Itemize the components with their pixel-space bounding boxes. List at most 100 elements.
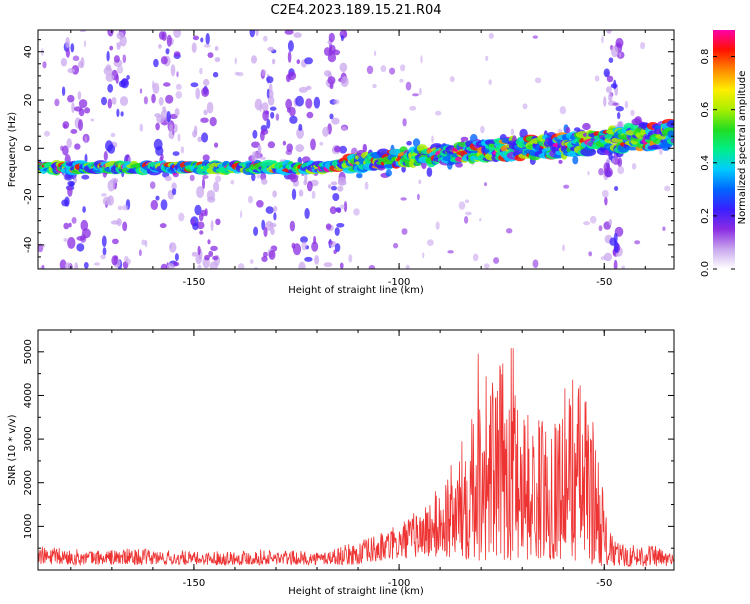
spectrogram-cell bbox=[353, 208, 360, 216]
spectrogram-cell bbox=[273, 212, 277, 221]
spectrogram-cell bbox=[102, 247, 107, 256]
spectrogram-cell bbox=[76, 243, 85, 252]
spectrogram-cell bbox=[328, 184, 332, 189]
spectrogram-cell bbox=[256, 200, 264, 208]
spectrogram-cell bbox=[215, 175, 222, 183]
spectrogram-cell bbox=[640, 42, 646, 50]
spectrogram-cell bbox=[101, 193, 107, 197]
spectrogram-cell bbox=[291, 242, 296, 249]
spectrogram-cell bbox=[270, 111, 275, 119]
spectrogram-cell bbox=[203, 78, 210, 87]
spectrogram-cell bbox=[139, 249, 142, 257]
spectrogram-cell bbox=[151, 93, 156, 104]
spectrogram-cell bbox=[79, 30, 87, 33]
spectrogram-cell bbox=[401, 165, 406, 173]
colorbar-gradient bbox=[713, 30, 735, 269]
spectrogram-cell bbox=[200, 37, 204, 43]
spectrogram-cell bbox=[565, 126, 571, 134]
spectrogram-cell bbox=[418, 179, 422, 185]
spectrogram-cell bbox=[389, 67, 396, 75]
spectrogram-cell bbox=[664, 185, 671, 192]
spectrogram-cell bbox=[405, 264, 410, 269]
spectrogram-cell bbox=[286, 107, 291, 113]
spectrogram-cell bbox=[105, 64, 112, 72]
spectrogram-cell bbox=[120, 78, 129, 89]
spectrogram-cell bbox=[251, 151, 258, 163]
spectrogram-cell bbox=[298, 189, 304, 197]
spectrogram-cell bbox=[84, 153, 88, 164]
spectrogram-cell bbox=[174, 108, 180, 117]
spectrogram-cell bbox=[273, 205, 278, 212]
spectrogram-cell bbox=[212, 71, 219, 78]
spectrogram-cell bbox=[167, 263, 175, 269]
spectrogram-cell bbox=[117, 65, 124, 74]
spectrogram-cell bbox=[401, 228, 408, 235]
spectrogram-cell bbox=[207, 52, 214, 58]
spectrogram-cell bbox=[304, 208, 310, 219]
spectrogram-cell bbox=[166, 34, 172, 47]
spectrogram-cell bbox=[117, 205, 123, 211]
spectrogram-cell bbox=[572, 155, 579, 165]
spectrogram-cell bbox=[247, 195, 253, 204]
colorbar-label: Normalized spectral amplitude bbox=[737, 71, 748, 225]
spectrogram-cell bbox=[155, 122, 160, 131]
spectrogram-cell bbox=[534, 77, 542, 84]
spectrogram-cell bbox=[328, 32, 335, 43]
spectrogram-cell bbox=[202, 177, 205, 190]
spectrogram-cell bbox=[69, 181, 75, 187]
spectrogram-cell bbox=[249, 30, 256, 38]
spectrogram-cell bbox=[101, 96, 107, 106]
spectrogram-cell bbox=[267, 95, 275, 106]
spectrogram-cell bbox=[485, 55, 489, 61]
spectrogram-cell bbox=[305, 85, 312, 91]
spectrogram-cell bbox=[479, 218, 482, 222]
spectrogram-cell bbox=[174, 253, 179, 262]
spectrogram-cell bbox=[172, 262, 180, 267]
spectrogram-cell bbox=[209, 116, 217, 127]
spectrogram-cell bbox=[77, 91, 82, 100]
spectrogram-cell bbox=[234, 71, 240, 76]
spectrogram-cell bbox=[122, 204, 129, 211]
spectrogram-cell bbox=[101, 235, 107, 248]
spectrogram-cell bbox=[460, 136, 469, 142]
spectrogram-cell bbox=[563, 184, 570, 189]
spectrogram-cell bbox=[268, 89, 274, 99]
spectrogram-cell bbox=[412, 93, 419, 97]
spectrogram-cell bbox=[562, 244, 565, 252]
spectrogram-cell bbox=[54, 98, 60, 107]
spectrogram-cell bbox=[159, 223, 167, 229]
spectrogram-cell bbox=[400, 64, 406, 72]
spectrogram-cell bbox=[170, 64, 176, 77]
snr-series-line bbox=[38, 348, 674, 568]
spectrogram-cell bbox=[93, 262, 100, 266]
spectrogram-cell bbox=[234, 57, 237, 65]
spectrogram-cell bbox=[311, 241, 319, 252]
spectrogram-cell bbox=[339, 145, 347, 154]
spectrogram-cell bbox=[110, 132, 116, 138]
spectrogram-cell bbox=[348, 254, 353, 263]
spectrogram-cell bbox=[209, 261, 218, 269]
spectrogram-cell bbox=[73, 177, 78, 183]
spectrogram-cell bbox=[289, 173, 299, 183]
spectrogram-cell bbox=[300, 236, 308, 244]
spectrogram-y-tick-label: -20 bbox=[23, 188, 34, 204]
spectrogram-cell bbox=[189, 174, 195, 182]
spectrogram-cell bbox=[337, 179, 347, 186]
spectrogram-cell bbox=[107, 179, 115, 192]
spectrogram-cell bbox=[83, 262, 89, 269]
spectrogram-cell bbox=[484, 182, 487, 187]
spectrogram-cell bbox=[261, 102, 269, 112]
spectrogram-cell bbox=[122, 54, 127, 63]
spectrogram-cell bbox=[82, 206, 86, 213]
colorbar-tick-label: 0.2 bbox=[700, 208, 711, 224]
spectrogram-cell bbox=[269, 106, 277, 111]
spectrogram-cell bbox=[333, 99, 340, 105]
spectrogram-cell bbox=[171, 182, 177, 191]
spectrogram-cell bbox=[265, 206, 274, 214]
spectrogram-cell bbox=[291, 188, 297, 200]
spectrogram-cell bbox=[168, 123, 174, 132]
spectrogram-cell bbox=[214, 46, 219, 51]
spectrogram-cell bbox=[510, 128, 514, 136]
spectrogram-cell bbox=[113, 55, 120, 63]
